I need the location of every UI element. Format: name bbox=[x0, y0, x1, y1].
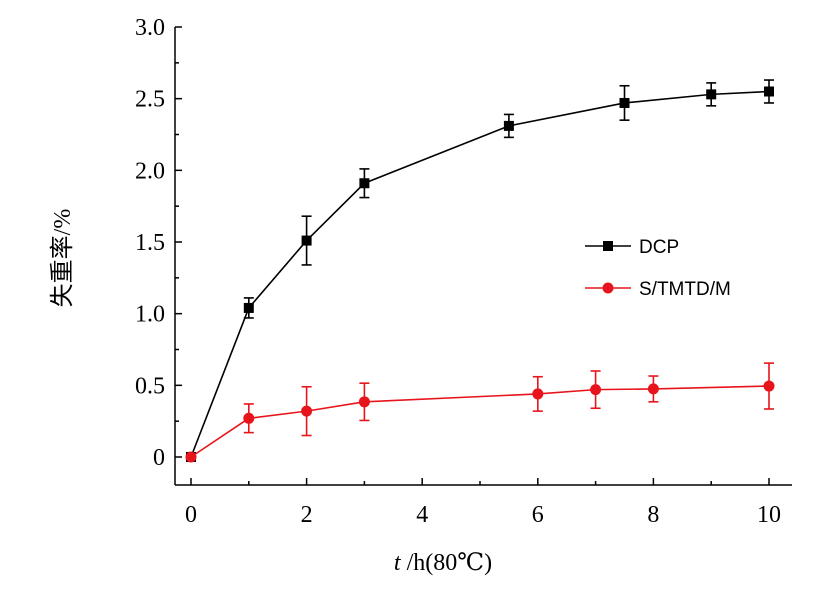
series-line-1 bbox=[190, 385, 770, 458]
y-tick-label: 2.5 bbox=[135, 87, 165, 113]
y-tick-label: 1.0 bbox=[135, 302, 165, 328]
y-tick-label: 3.0 bbox=[135, 15, 165, 41]
x-tick-label: 4 bbox=[416, 502, 428, 528]
plot-area: 0 0.5 1.0 1.5 2.0 2.5 3.0 0 2 4 6 8 10 DCP S/TMTD/M bbox=[135, 15, 792, 528]
legend-label-1: S/TMTD/M bbox=[639, 279, 731, 300]
data-point bbox=[185, 451, 197, 463]
data-point bbox=[619, 97, 630, 108]
data-point bbox=[358, 396, 370, 408]
legend-marker-0 bbox=[603, 241, 613, 251]
data-point bbox=[301, 235, 312, 246]
x-tick-label: 2 bbox=[301, 502, 313, 528]
data-point bbox=[301, 405, 313, 417]
legend-label-0: DCP bbox=[639, 237, 679, 258]
data-point bbox=[532, 388, 544, 400]
data-point bbox=[590, 384, 602, 396]
data-point bbox=[503, 120, 514, 131]
y-tick-label: 0.5 bbox=[135, 373, 165, 399]
x-tick-label: 10 bbox=[757, 502, 781, 528]
x-tick-label: 0 bbox=[185, 502, 197, 528]
data-point bbox=[763, 380, 775, 392]
data-point bbox=[359, 178, 370, 189]
data-point bbox=[706, 89, 717, 100]
series-line-0 bbox=[190, 90, 770, 458]
legend-marker-1 bbox=[602, 282, 614, 294]
x-tick-label: 6 bbox=[532, 502, 544, 528]
data-point bbox=[243, 412, 255, 424]
data-point bbox=[243, 302, 254, 313]
x-tick-label: 8 bbox=[647, 502, 659, 528]
y-axis-label: 失重率/% bbox=[49, 209, 76, 308]
data-point bbox=[647, 383, 659, 395]
y-tick-label: 2.0 bbox=[135, 158, 165, 184]
data-point bbox=[764, 86, 774, 97]
y-tick-label: 1.5 bbox=[135, 230, 165, 256]
y-tick-label: 0 bbox=[153, 445, 165, 471]
x-axis-label: t /h(80℃) bbox=[394, 550, 492, 576]
